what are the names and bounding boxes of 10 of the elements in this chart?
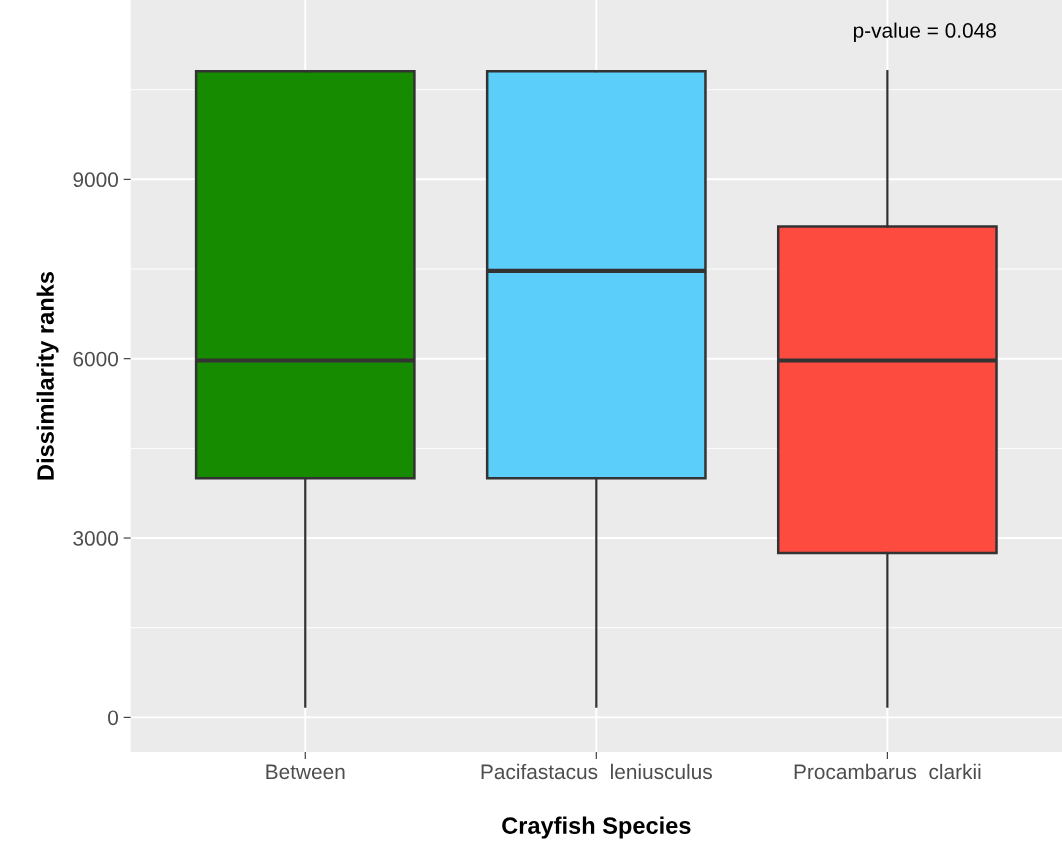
annotation: p-value = 0.048 [853, 22, 996, 42]
x-axis-title: Crayfish Species [502, 816, 691, 839]
x-tick-label: Pacifastacus leniusculus [481, 763, 712, 780]
y-axis-title: Dissimilarity ranks [36, 271, 59, 480]
x-tick-label: Between [266, 764, 345, 780]
y-tick-label: 9000 [73, 172, 119, 188]
y-tick-label: 6000 [73, 351, 119, 367]
x-tick-label: Procambarus clarkii [794, 763, 981, 780]
y-tick-label: 0 [108, 710, 119, 726]
y-tick-label: 3000 [73, 531, 119, 546]
